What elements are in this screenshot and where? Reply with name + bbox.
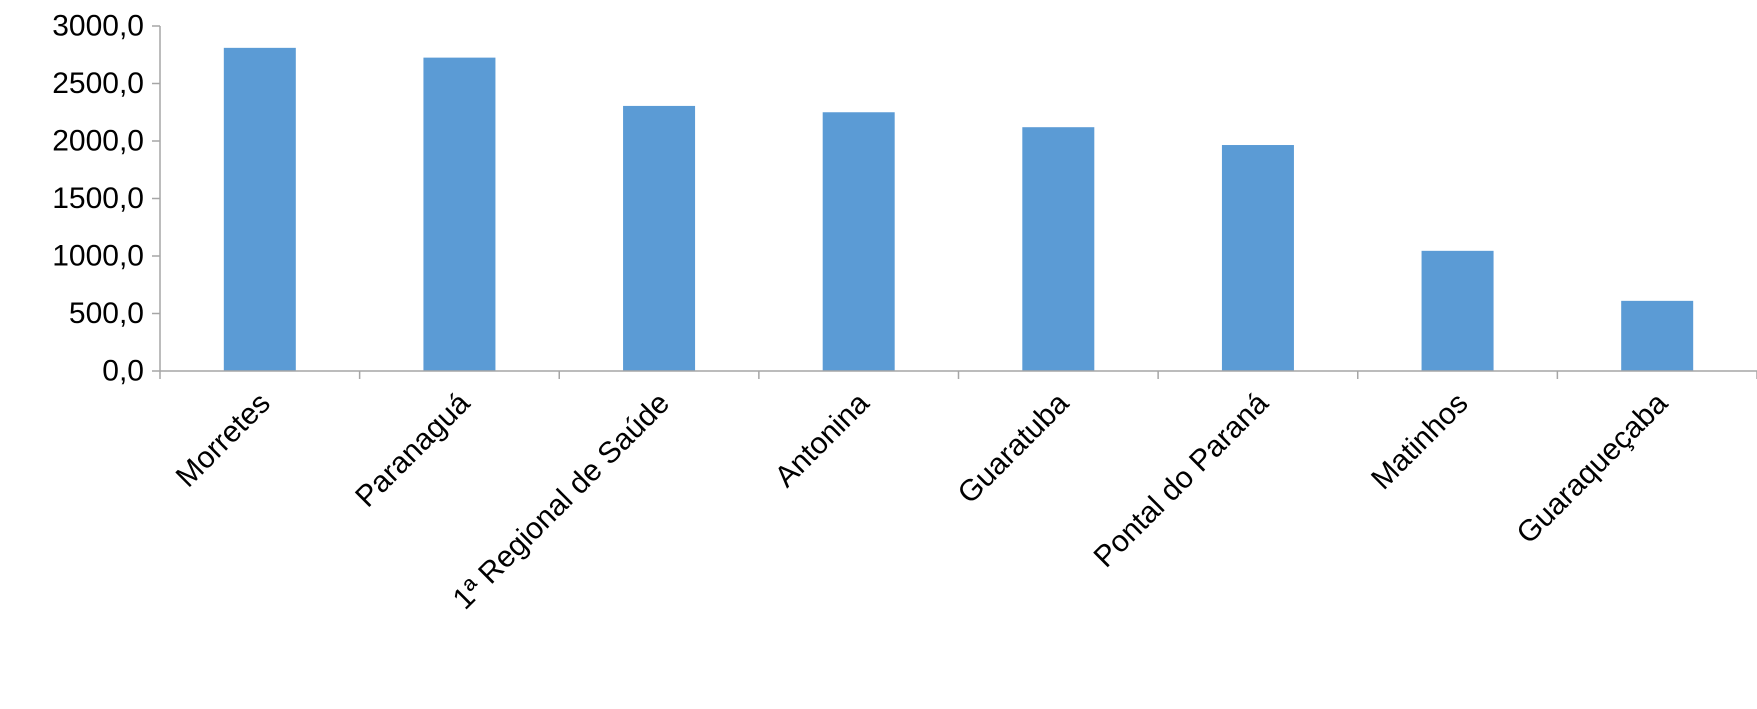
bar bbox=[423, 57, 496, 371]
bar bbox=[1621, 300, 1694, 371]
bar bbox=[1022, 127, 1095, 371]
x-category-label: Pontal do Paraná bbox=[1088, 386, 1275, 573]
bar bbox=[1421, 250, 1494, 371]
x-category-label: Guaratuba bbox=[952, 386, 1076, 510]
x-category-label: Morretes bbox=[170, 387, 277, 494]
y-tick-label: 2500,0 bbox=[52, 67, 144, 100]
y-tick-label: 1500,0 bbox=[52, 182, 144, 215]
bar bbox=[822, 112, 895, 371]
x-category-label: Guaraqueçaba bbox=[1510, 386, 1674, 550]
x-category-label: Paranaguá bbox=[349, 386, 476, 513]
y-axis: 0,0 500,0 1000,0 1500,0 2000,0 2500,0 3000,0 bbox=[52, 10, 161, 388]
y-tick-label: 0,0 bbox=[102, 355, 144, 388]
y-tick-label: 1000,0 bbox=[52, 240, 144, 273]
bars bbox=[223, 47, 1694, 372]
bar bbox=[623, 105, 696, 372]
x-category-label: 1ª Regional de Saúde bbox=[447, 387, 676, 616]
bar bbox=[1221, 145, 1294, 371]
x-category-label: Antonina bbox=[769, 386, 876, 493]
x-category-label: Matinhos bbox=[1365, 387, 1474, 496]
y-tick-label: 500,0 bbox=[69, 297, 144, 330]
y-tick-label: 2000,0 bbox=[52, 125, 144, 158]
y-tick-label: 3000,0 bbox=[52, 10, 144, 43]
bar bbox=[223, 47, 296, 371]
